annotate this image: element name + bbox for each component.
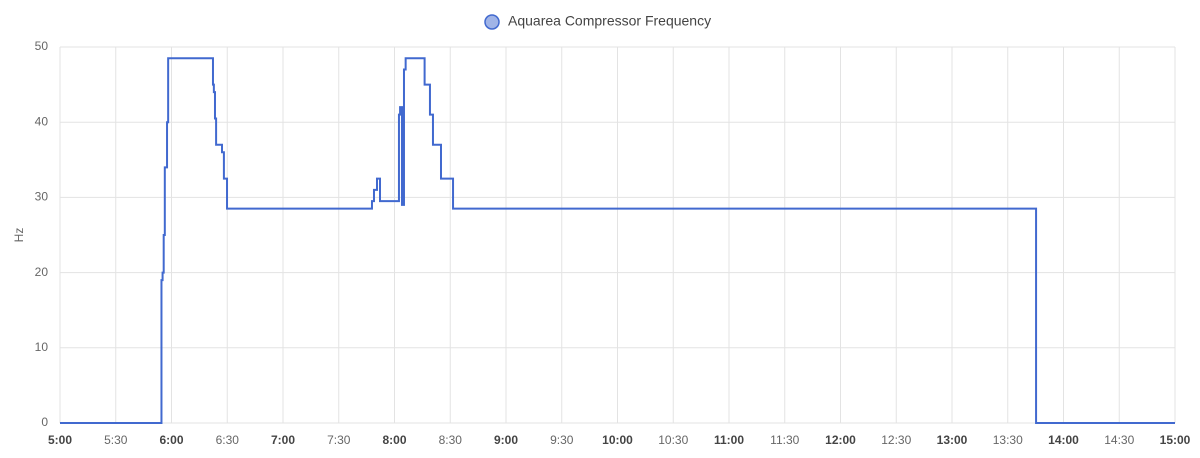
x-tick-label: 8:00: [382, 433, 406, 447]
x-tick-label: 11:00: [714, 433, 744, 447]
legend-label[interactable]: Aquarea Compressor Frequency: [508, 13, 711, 29]
x-tick-label: 12:00: [825, 433, 856, 447]
y-tick-label: 0: [41, 415, 48, 429]
y-axis-label: Hz: [12, 228, 26, 243]
x-tick-label: 5:30: [104, 433, 128, 447]
x-tick-label: 12:30: [881, 433, 911, 447]
legend-item[interactable]: Aquarea Compressor Frequency: [484, 13, 711, 30]
x-tick-label: 13:00: [937, 433, 968, 447]
x-tick-label: 9:00: [494, 433, 518, 447]
x-tick-label: 8:30: [439, 433, 463, 447]
x-tick-label: 10:30: [658, 433, 688, 447]
x-tick-label: 6:00: [159, 433, 183, 447]
y-tick-label: 30: [35, 190, 49, 204]
x-tick-label: 13:30: [993, 433, 1023, 447]
y-tick-label: 50: [35, 39, 49, 53]
x-tick-label: 5:00: [48, 433, 72, 447]
x-tick-label: 10:00: [602, 433, 633, 447]
legend-swatch[interactable]: [484, 14, 500, 30]
x-tick-label: 14:30: [1104, 433, 1134, 447]
x-tick-label: 7:00: [271, 433, 295, 447]
x-tick-label: 7:30: [327, 433, 351, 447]
y-tick-label: 10: [35, 340, 49, 354]
x-tick-label: 11:30: [770, 433, 799, 447]
x-tick-label: 14:00: [1048, 433, 1079, 447]
x-tick-label: 6:30: [216, 433, 240, 447]
y-tick-label: 40: [35, 114, 49, 128]
y-tick-label: 20: [35, 265, 49, 279]
data-line: [60, 57, 1175, 424]
x-tick-label: 15:00: [1160, 433, 1191, 447]
x-tick-label: 9:30: [550, 433, 574, 447]
